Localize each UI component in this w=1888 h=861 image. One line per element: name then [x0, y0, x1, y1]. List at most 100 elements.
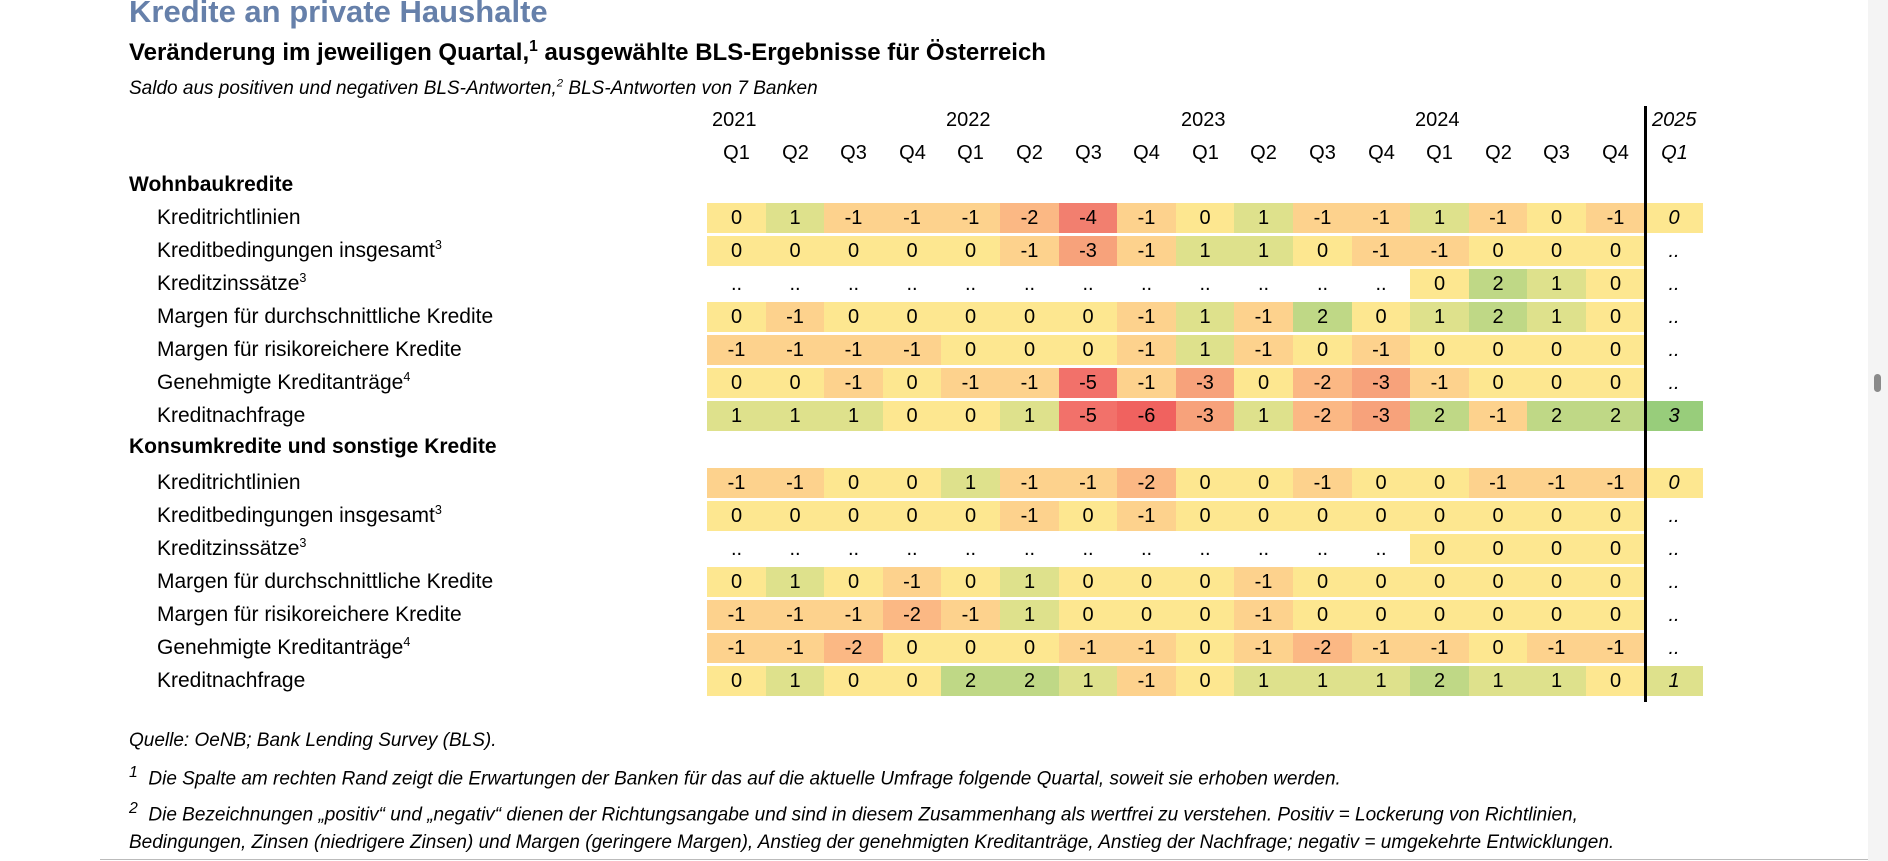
table-cell: 0	[1527, 567, 1586, 597]
subtitle-rest: ausgewählte BLS-Ergebnisse für Österreic…	[537, 39, 1046, 66]
table-cell: ..	[1082, 273, 1094, 295]
row-label: Kreditnachfrage	[157, 400, 305, 432]
table-cell: -1	[1000, 236, 1059, 266]
row-label: Kreditbedingungen insgesamt3	[157, 500, 442, 532]
table-cell: -1	[941, 203, 1000, 233]
table-cell: -1	[1352, 633, 1410, 663]
table-cell: ..	[906, 273, 918, 295]
table-cell: -1	[1527, 633, 1586, 663]
table-cell: -3	[1352, 401, 1410, 431]
row-label-text: Kreditzinssätze	[157, 272, 300, 295]
row-footnote-ref: 4	[403, 370, 411, 384]
row-label-text: Kreditrichtlinien	[157, 471, 301, 494]
table-cell: 0	[1645, 203, 1703, 233]
table-cell: ..	[1668, 273, 1680, 295]
row-label-text: Kreditnachfrage	[157, 404, 306, 427]
table-cell: -1	[824, 368, 883, 398]
table-cell: 0	[1586, 567, 1645, 597]
table-cell: ..	[1375, 273, 1387, 295]
table-cell: 0	[1059, 335, 1117, 365]
table-cell: 1	[1527, 666, 1586, 696]
row-label-text: Kreditzinssätze	[157, 537, 300, 560]
table-cell: 0	[1410, 335, 1469, 365]
table-cell: ..	[1668, 240, 1680, 262]
table-cell: 0	[1586, 368, 1645, 398]
scrollbar-thumb[interactable]	[1874, 374, 1881, 392]
table-cell: 0	[707, 302, 766, 332]
table-cell: -1	[941, 368, 1000, 398]
table-cell: 1	[1234, 203, 1293, 233]
table-cell: 2	[1000, 666, 1059, 696]
table-cell: 0	[1176, 567, 1234, 597]
row-footnote-ref: 4	[403, 635, 411, 649]
table-cell: 1	[1234, 401, 1293, 431]
row-label: Margen für durchschnittliche Kredite	[157, 301, 493, 333]
table-cell: -3	[1176, 368, 1234, 398]
table-cell: 0	[941, 633, 1000, 663]
table-cell: 1	[766, 666, 824, 696]
table-cell: -1	[1410, 633, 1469, 663]
row-label: Margen für durchschnittliche Kredite	[157, 566, 493, 598]
table-cell: -1	[1352, 236, 1410, 266]
table-cell: -3	[1059, 236, 1117, 266]
table-cell: ..	[1668, 571, 1680, 593]
table-cell: 0	[766, 368, 824, 398]
table-cell: -1	[1586, 468, 1645, 498]
table-cell: 0	[1176, 501, 1234, 531]
table-cell: 0	[824, 567, 883, 597]
table-cell: 0	[824, 468, 883, 498]
table-cell: -1	[824, 335, 883, 365]
table-cell: 0	[1586, 269, 1645, 299]
table-cell: 0	[883, 302, 941, 332]
table-cell: 2	[1469, 302, 1527, 332]
table-cell: 0	[1117, 600, 1176, 630]
table-cell: 0	[1469, 633, 1527, 663]
table-cell: ..	[730, 538, 743, 560]
table-cell: 1	[1410, 302, 1469, 332]
table-cell: 0	[824, 236, 883, 266]
table-cell: 0	[824, 302, 883, 332]
table-cell: 1	[824, 401, 883, 431]
quarter-label: Q3	[1075, 142, 1102, 164]
table-cell: ..	[964, 538, 977, 560]
section-title-wohnbaukredite: Wohnbaukredite	[129, 173, 294, 196]
table-cell: ..	[1140, 538, 1153, 560]
table-cell: -3	[1176, 401, 1234, 431]
table-cell: 0	[1586, 236, 1645, 266]
footnote-1-marker: 1	[129, 764, 138, 781]
footnote-2-line-1: 2 Die Bezeichnungen „positiv“ und „negat…	[129, 800, 1578, 826]
table-cell: -1	[1293, 468, 1352, 498]
table-cell: ..	[1375, 538, 1387, 560]
table-cell: 0	[1000, 335, 1059, 365]
table-cell: 1	[766, 401, 824, 431]
row-label: Genehmigte Kreditanträge4	[157, 632, 410, 664]
table-cell: 0	[883, 666, 941, 696]
table-cell: -1	[1586, 203, 1645, 233]
table-cell: 0	[1059, 302, 1117, 332]
year-2021: 2021	[712, 109, 757, 131]
table-cell: ..	[906, 538, 918, 560]
table-cell: 1	[1527, 302, 1586, 332]
table-cell: -1	[1352, 203, 1410, 233]
table-cell: 0	[1469, 335, 1527, 365]
table-cell: 0	[941, 401, 1000, 431]
row-label-text: Margen für durchschnittliche Kredite	[157, 570, 494, 593]
table-cell: ..	[1668, 505, 1680, 527]
table-cell: ..	[1023, 273, 1036, 295]
table-cell: 0	[1293, 236, 1352, 266]
quarter-label: Q2	[1250, 142, 1277, 164]
note-text: Saldo aus positiven und negativen BLS-An…	[129, 78, 557, 99]
table-cell: 0	[1469, 534, 1527, 564]
table-cell: 2	[1410, 401, 1469, 431]
table-cell: 1	[1000, 567, 1059, 597]
row-label-text: Genehmigte Kreditanträge	[157, 636, 404, 659]
vertical-scrollbar[interactable]	[1868, 0, 1888, 861]
table-cell: 0	[883, 368, 941, 398]
table-cell: -2	[883, 600, 941, 630]
row-footnote-ref: 3	[299, 536, 307, 550]
table-cell: 0	[1586, 600, 1645, 630]
table-cell: -1	[1469, 401, 1527, 431]
table-cell: 0	[1527, 236, 1586, 266]
table-cell: 0	[1469, 368, 1527, 398]
table-cell: -1	[1410, 236, 1469, 266]
